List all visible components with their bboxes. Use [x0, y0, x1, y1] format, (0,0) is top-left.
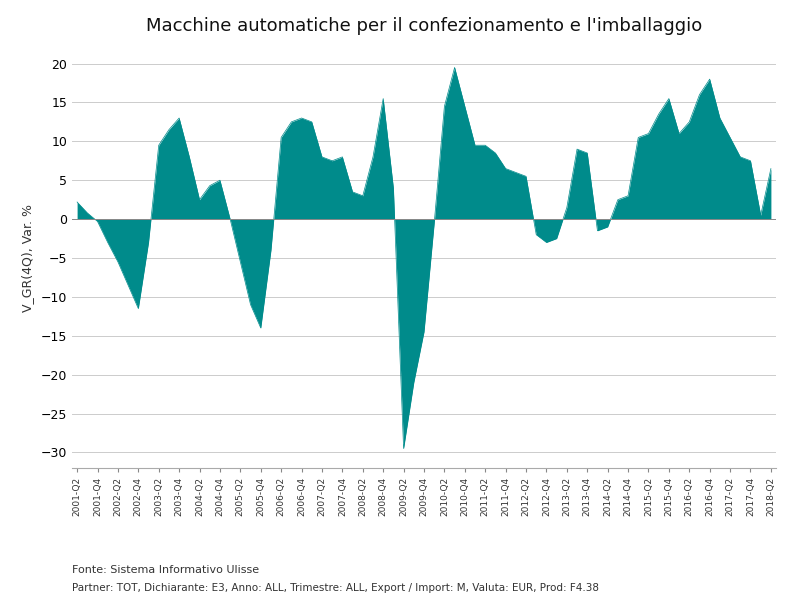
Title: Macchine automatiche per il confezionamento e l'imballaggio: Macchine automatiche per il confezioname… — [146, 17, 702, 35]
Text: Fonte: Sistema Informativo Ulisse: Fonte: Sistema Informativo Ulisse — [72, 565, 259, 575]
Text: Partner: TOT, Dichiarante: E3, Anno: ALL, Trimestre: ALL, Export / Import: M, Va: Partner: TOT, Dichiarante: E3, Anno: ALL… — [72, 583, 599, 593]
Y-axis label: V_GR(4Q), Var. %: V_GR(4Q), Var. % — [21, 204, 34, 312]
